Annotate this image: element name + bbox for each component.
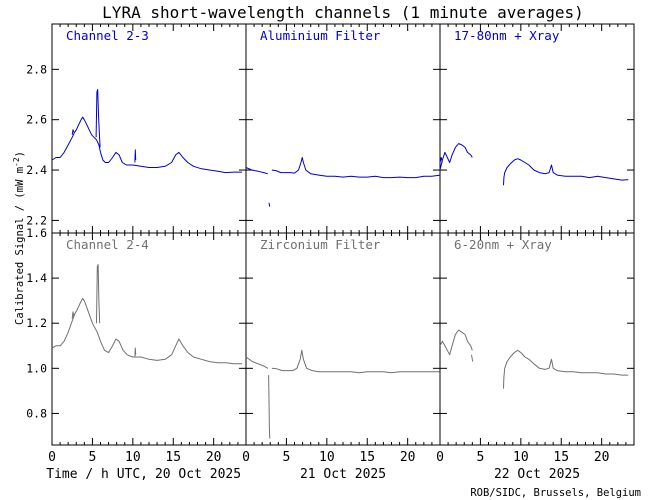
y-tick-label: 1.6 — [26, 226, 47, 240]
data-series-trace — [271, 349, 440, 374]
x-tick-label: 0 — [436, 450, 444, 465]
panel-label: Channel 2-3 — [66, 28, 149, 43]
y-tick-label: 2.8 — [26, 62, 47, 76]
data-series-trace — [245, 167, 268, 175]
x-tick-label: 5 — [89, 450, 97, 465]
x-tick-label: 5 — [283, 450, 291, 465]
data-series-trace — [71, 311, 75, 319]
panel-label: 6-20nm + Xray — [454, 237, 552, 252]
data-series-trace — [439, 157, 443, 163]
footer-credit: ROB/SIDC, Brussels, Belgium — [470, 487, 641, 499]
y-tick-label: 2.4 — [26, 163, 47, 177]
data-series-trace — [51, 297, 242, 365]
data-series-trace — [439, 143, 473, 171]
panel-frame — [51, 23, 247, 234]
x-tick-label: 15 — [359, 450, 375, 465]
data-series-trace — [271, 157, 441, 179]
data-series-trace — [471, 354, 474, 362]
x-tick-label: 10 — [125, 450, 141, 465]
data-series-trace — [439, 329, 473, 356]
data-series-trace — [245, 356, 269, 369]
x-tick-label: 15 — [553, 450, 569, 465]
data-series-trace — [268, 375, 271, 439]
svg-text:Calibrated Signal / (mW m-2): Calibrated Signal / (mW m-2) — [12, 151, 26, 325]
x-tick-label: 0 — [48, 450, 56, 465]
x-tick-label: 20 — [400, 450, 416, 465]
panel-label: Zirconium Filter — [260, 237, 381, 252]
y-tick-label: 0.8 — [26, 406, 47, 420]
x-axis-date-2: 21 Oct 2025 — [300, 467, 386, 482]
panel-label: 17-80nm + Xray — [454, 28, 560, 43]
x-axis-date-1: 20 Oct 2025 — [155, 467, 241, 482]
data-series-trace — [503, 349, 629, 389]
panel-frame — [245, 23, 441, 234]
data-series-trace — [134, 149, 137, 163]
y-axis-label: Calibrated Signal / (mW m-2) — [12, 151, 26, 325]
y-tick-label: 1.4 — [26, 271, 47, 285]
x-tick-label: 10 — [319, 450, 335, 465]
y-tick-label: 2.6 — [26, 113, 47, 127]
y-tick-label: 1.2 — [26, 316, 47, 330]
panel-frame — [51, 232, 247, 446]
y-tick-label: 1.0 — [26, 361, 47, 375]
panel-frame — [439, 23, 635, 234]
y-tick-label: 2.2 — [26, 213, 47, 227]
panel-label: Aluminium Filter — [260, 28, 381, 43]
x-axis-label-prefix: Time / h UTC, — [46, 467, 148, 482]
panel-frame — [439, 232, 635, 446]
data-series-trace — [96, 264, 101, 324]
data-series-trace — [51, 116, 242, 174]
y-axis-label-main: Calibrated Signal / (mW m — [14, 167, 26, 325]
chart-title: LYRA short-wavelength channels (1 minute… — [102, 3, 584, 22]
panel-label: Channel 2-4 — [66, 237, 149, 252]
x-tick-label: 0 — [242, 450, 250, 465]
plot-panels: Channel 2-3 Aluminium Filter 17-80nm + Xra… — [26, 23, 635, 465]
data-series-trace — [268, 202, 271, 207]
data-series-trace — [134, 347, 137, 358]
y-axis-label-close: ) — [14, 151, 26, 157]
data-series-trace — [95, 89, 101, 148]
x-tick-label: 15 — [165, 450, 181, 465]
x-tick-label: 20 — [206, 450, 222, 465]
x-tick-label: 10 — [513, 450, 529, 465]
data-series-trace — [71, 129, 75, 135]
panel-frame — [245, 232, 441, 446]
x-tick-label: 20 — [594, 450, 610, 465]
x-tick-label: 5 — [477, 450, 485, 465]
x-axis-date-3: 22 Oct 2025 — [494, 467, 580, 482]
y-axis-label-exponent: -2 — [12, 157, 21, 167]
data-series-trace — [503, 158, 629, 186]
